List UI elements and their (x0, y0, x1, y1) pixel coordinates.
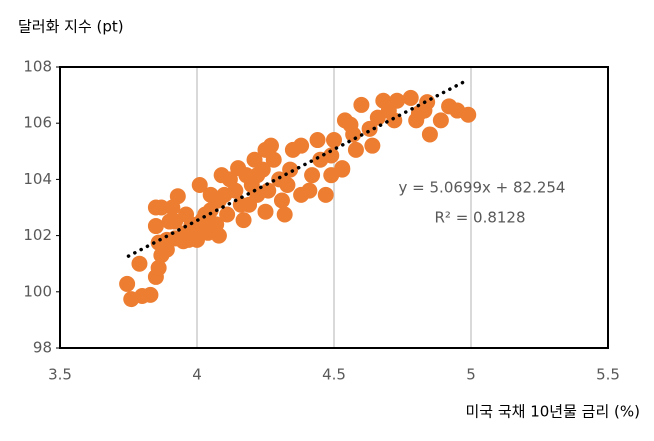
point (147, 218, 164, 235)
point (304, 167, 321, 184)
annotation: R² = 0.8128 (434, 209, 525, 227)
point (119, 275, 136, 292)
x-axis-label: 미국 국채 10년물 금리 (%) (465, 403, 640, 421)
point (402, 89, 419, 106)
point (197, 206, 214, 223)
point (345, 126, 362, 143)
point (347, 141, 364, 158)
point (353, 96, 370, 113)
x-tick-label: 3.5 (48, 366, 72, 384)
x-tick-label: 4 (192, 366, 202, 384)
point (257, 203, 274, 220)
point (432, 112, 449, 129)
point (364, 137, 381, 154)
y-tick-label: 108 (23, 58, 52, 76)
point (219, 206, 236, 223)
point (150, 234, 167, 251)
point (169, 188, 186, 205)
point (273, 192, 290, 209)
annotation: y = 5.0699x + 82.254 (399, 179, 566, 197)
x-tick-label: 5.5 (596, 366, 620, 384)
point (323, 167, 340, 184)
point (142, 286, 159, 303)
point (265, 151, 282, 168)
x-tick-label: 5 (466, 366, 476, 384)
point (317, 186, 334, 203)
point (150, 259, 167, 276)
point (326, 132, 342, 149)
point (460, 106, 477, 123)
point (131, 255, 148, 272)
y-tick-label: 106 (23, 114, 52, 132)
point (153, 199, 170, 216)
y-tick-label: 104 (23, 170, 52, 188)
trendline (126, 80, 465, 258)
y-tick-label: 102 (23, 226, 52, 244)
point (202, 186, 219, 203)
plot-frame (59, 66, 609, 349)
point (227, 182, 244, 199)
point (309, 132, 326, 149)
point (276, 206, 293, 223)
point (262, 137, 279, 154)
y-tick-label: 98 (33, 339, 52, 357)
point (361, 120, 378, 137)
point (191, 177, 208, 194)
point (279, 177, 296, 194)
y-axis-label: 달러화 지수 (pt) (18, 18, 124, 36)
point (249, 186, 266, 203)
point (210, 227, 227, 244)
point (235, 212, 252, 229)
y-tick-label: 100 (23, 282, 52, 300)
point (301, 182, 318, 199)
point (246, 151, 263, 168)
point (293, 137, 310, 154)
point (389, 92, 406, 109)
point (323, 147, 340, 164)
point (419, 94, 436, 111)
point (238, 167, 255, 184)
point (421, 126, 438, 143)
x-tick-label: 4.5 (322, 366, 346, 384)
